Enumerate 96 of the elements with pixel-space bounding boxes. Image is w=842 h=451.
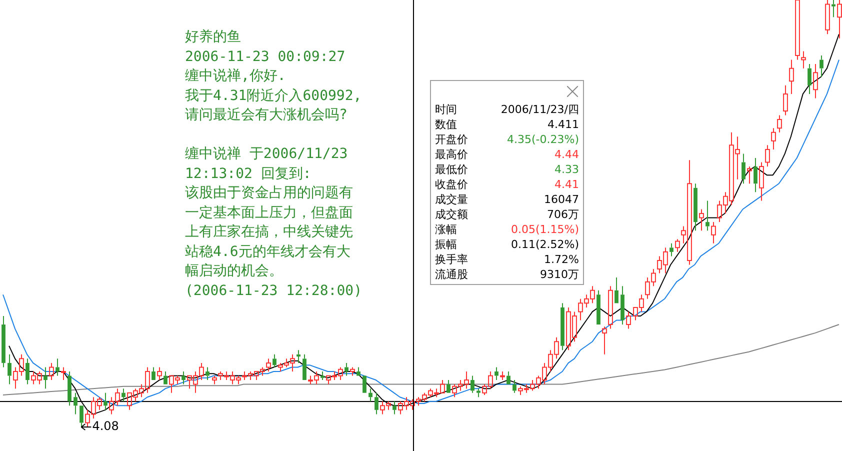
- candlestick: [350, 366, 355, 376]
- candlestick: [266, 358, 271, 372]
- candlestick: [813, 64, 818, 99]
- annotation: 数值: [435, 117, 457, 132]
- annotation: 4.35(-0.23%): [507, 132, 579, 147]
- candlestick: [711, 222, 716, 244]
- annotation: 16047: [544, 192, 579, 207]
- candlestick: [783, 84, 788, 116]
- candlestick: [272, 354, 276, 368]
- candlestick: [614, 277, 618, 304]
- annotation: 站稳4.6元的年线才会有大: [185, 242, 352, 262]
- candlestick: [771, 128, 776, 150]
- annotation: 706万: [547, 207, 579, 222]
- annotation: 9310万: [540, 267, 579, 282]
- candlestick: [747, 166, 752, 184]
- annotation: 一定基本面上压力，但盘面: [185, 204, 354, 222]
- candlestick: [296, 350, 300, 364]
- candlestick: [152, 366, 156, 380]
- candlestick: [626, 311, 631, 330]
- candlestick: [742, 153, 746, 184]
- candlestick: [754, 157, 758, 193]
- candlestick: [368, 388, 372, 402]
- annotation: 流通股: [435, 267, 468, 282]
- candlestick: [61, 366, 66, 381]
- candlestick: [2, 315, 6, 368]
- candlestick: [675, 238, 680, 252]
- annotation: 4.08: [92, 419, 119, 434]
- candlestick: [44, 366, 48, 390]
- annotation: 最低价: [435, 162, 468, 177]
- candlestick: [182, 370, 186, 385]
- annotation: 好养的鱼: [185, 28, 242, 47]
- candlestick: [670, 242, 674, 257]
- candlestick: [832, 0, 836, 18]
- candlestick: [476, 388, 480, 398]
- annotation: 12:13:02 回复到:: [185, 164, 312, 184]
- annotation: 成交额: [435, 207, 468, 222]
- candlestick: [206, 366, 210, 381]
- annotation: 幅启动的机会。: [185, 262, 284, 281]
- candlestick: [837, 0, 842, 39]
- annotation: 缠中说禅 于2006/11/23: [185, 145, 349, 164]
- annotation: 收盘价: [435, 177, 468, 192]
- candlestick: [26, 358, 30, 385]
- candlestick: [8, 354, 12, 385]
- annotation: 时间: [435, 102, 457, 117]
- candlestick: [512, 380, 516, 394]
- annotation: 4.41: [554, 177, 579, 192]
- candlestick: [494, 366, 498, 381]
- candlestick: [164, 370, 168, 384]
- annotation: (2006-11-23 12:28:00): [185, 282, 362, 300]
- candlestick: [596, 290, 600, 325]
- annotation: 0.11(2.52%): [510, 237, 579, 252]
- candlestick: [602, 326, 607, 355]
- annotation: 0.05(1.15%): [510, 222, 579, 237]
- candlestick: [795, 0, 800, 60]
- annotation: 最高价: [435, 147, 468, 162]
- annotation: 换手率: [435, 252, 468, 267]
- annotation: 4.44: [554, 147, 579, 162]
- candlestick: [446, 380, 450, 393]
- candlestick: [356, 366, 360, 376]
- candlestick: [68, 370, 72, 406]
- candlestick: [506, 370, 510, 384]
- candlestick: [470, 375, 474, 394]
- annotation: 成交量: [435, 192, 468, 207]
- candlestick: [789, 59, 794, 94]
- candlestick: [560, 302, 564, 351]
- annotation: 开盘价: [435, 132, 468, 147]
- candlestick: [104, 392, 108, 410]
- candlestick: [608, 286, 613, 330]
- annotation: 1.72%: [544, 252, 579, 267]
- candlestick: [374, 392, 378, 415]
- candlestick: [392, 400, 396, 415]
- candlestick: [801, 50, 806, 69]
- annotation: 振幅: [435, 237, 457, 252]
- annotation: 请问最近会有大涨机会吗?: [185, 106, 348, 125]
- candlestick: [820, 55, 824, 78]
- candlestick: [699, 208, 704, 232]
- candlestick: [122, 388, 126, 402]
- annotation: 上有庄家在搞，中线关键先: [185, 223, 354, 242]
- annotation: 该股由于资金占用的问题有: [185, 184, 354, 203]
- candlestick: [694, 183, 698, 232]
- annotation: 缠中说禅,你好.: [185, 67, 287, 86]
- annotation: 2006-11-23 00:09:27: [185, 48, 346, 66]
- candlestick: [320, 370, 324, 381]
- candlestick: [620, 286, 624, 326]
- annotation: 涨幅: [435, 222, 457, 237]
- candlestick: [344, 362, 348, 376]
- candlestick: [56, 358, 60, 376]
- candlestick: [74, 392, 78, 415]
- candlestick: [706, 200, 710, 232]
- candlestick: [302, 354, 306, 380]
- candlestick: [808, 64, 812, 94]
- annotation: 4.33: [554, 162, 579, 177]
- annotation: 4.411: [548, 117, 579, 132]
- candlestick: [759, 162, 764, 202]
- annotation: 我于4.31附近介入600992,: [185, 86, 362, 106]
- annotation: 2006/11/23/四: [500, 102, 579, 117]
